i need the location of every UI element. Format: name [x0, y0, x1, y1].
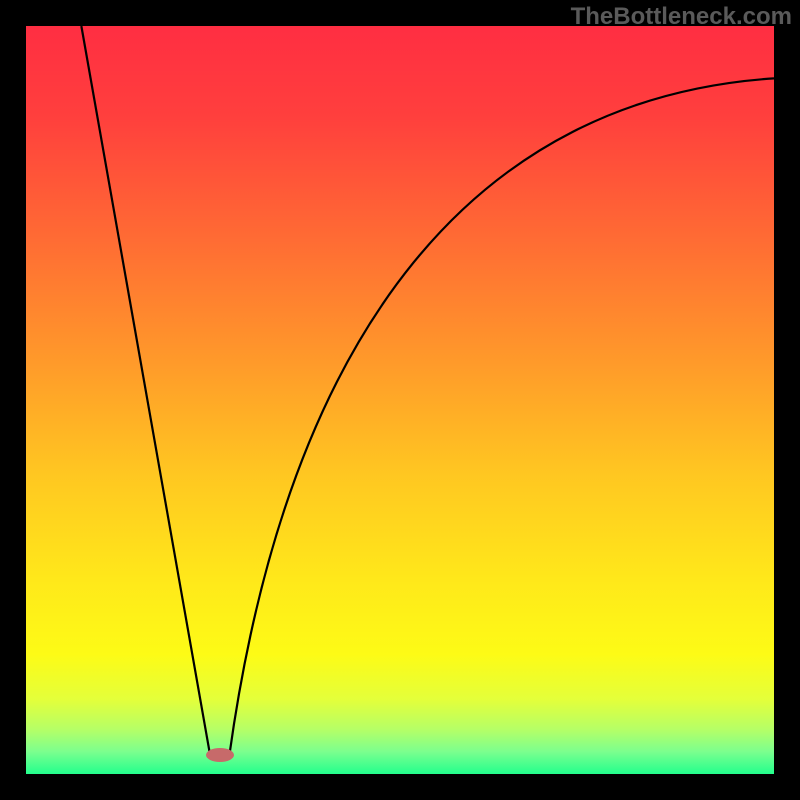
- plot-area: [26, 26, 774, 774]
- curve-layer: [26, 26, 774, 774]
- curve-left-segment: [81, 26, 210, 755]
- watermark-text: TheBottleneck.com: [571, 3, 792, 31]
- chart-container: TheBottleneck.com: [0, 0, 800, 800]
- minimum-marker: [206, 748, 234, 762]
- curve-right-segment: [229, 78, 774, 754]
